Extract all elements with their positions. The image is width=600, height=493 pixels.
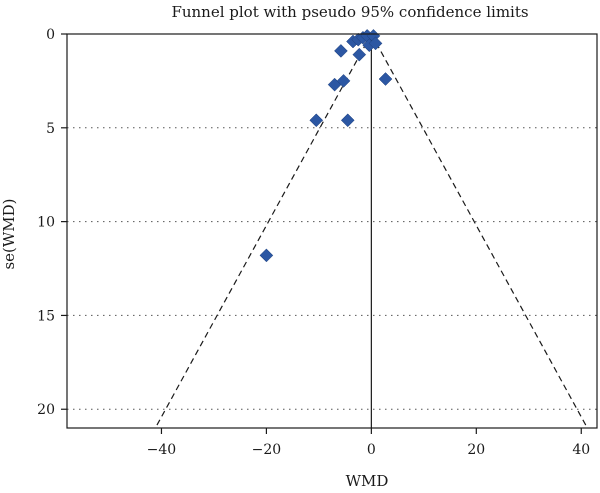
plot-frame	[66, 33, 598, 429]
gridlines	[67, 33, 597, 410]
x-axis: −40 −20 0 20 40	[147, 428, 590, 458]
y-tick-label: 5	[46, 121, 55, 137]
data-points	[259, 29, 393, 263]
data-point	[340, 113, 355, 128]
data-point	[352, 47, 367, 62]
data-point	[368, 36, 383, 51]
lower-confidence-limit	[154, 33, 372, 429]
x-tick-label: 20	[467, 442, 485, 458]
x-tick-label: 40	[572, 442, 590, 458]
y-tick-label: 0	[46, 27, 55, 43]
data-point	[334, 44, 348, 58]
y-tick-label: 20	[37, 402, 55, 418]
y-axis-label: se(WMD)	[0, 198, 18, 269]
x-tick-label: −20	[252, 442, 282, 458]
upper-confidence-limit	[370, 33, 588, 429]
y-tick-label: 10	[37, 215, 55, 231]
data-point	[378, 72, 393, 86]
x-tick-label: −40	[147, 442, 177, 458]
y-axis: 0 5 10 15 20	[37, 27, 67, 418]
data-point	[309, 113, 324, 128]
data-point	[336, 74, 351, 88]
confidence-limits	[154, 33, 588, 429]
chart-title: Funnel plot with pseudo 95% confidence l…	[171, 3, 528, 21]
y-tick-label: 15	[37, 308, 55, 324]
x-axis-label: WMD	[346, 472, 389, 490]
x-tick-label: 0	[367, 442, 376, 458]
data-point	[259, 248, 274, 263]
